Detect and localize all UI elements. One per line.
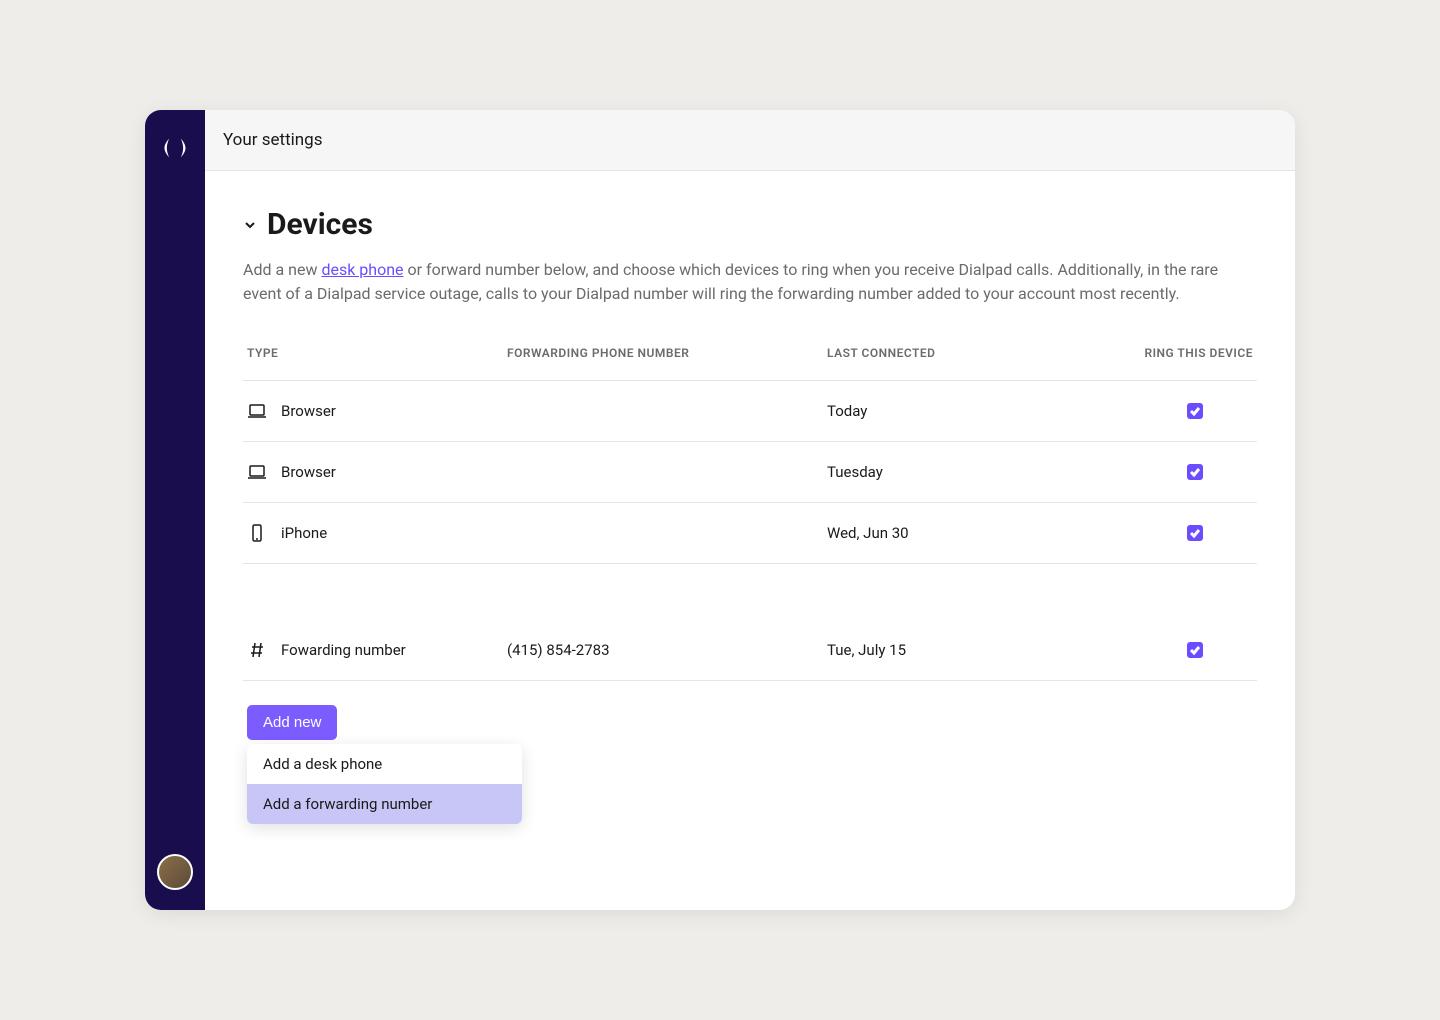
laptop-icon (247, 401, 267, 421)
sidebar (145, 110, 205, 910)
header-type: TYPE (247, 346, 507, 360)
type-cell: Browser (247, 401, 507, 421)
add-new-dropdown: Add a desk phoneAdd a forwarding number (247, 744, 522, 824)
table-row: Browser Tuesday (243, 442, 1257, 503)
ring-checkbox[interactable] (1187, 642, 1203, 658)
device-type-label: Browser (281, 463, 336, 481)
ring-cell (1092, 642, 1253, 658)
device-type-label: Browser (281, 402, 336, 420)
page-title: Your settings (223, 130, 1277, 150)
device-type-label: iPhone (281, 524, 327, 542)
last-connected: Tue, July 15 (827, 641, 1092, 659)
last-connected: Today (827, 402, 1092, 420)
ring-cell (1092, 403, 1253, 419)
ring-checkbox[interactable] (1187, 525, 1203, 541)
table-row: iPhone Wed, Jun 30 (243, 503, 1257, 564)
hash-icon (247, 640, 267, 660)
type-cell: Fowarding number (247, 640, 507, 660)
dropdown-item[interactable]: Add a forwarding number (247, 784, 522, 824)
section-header[interactable]: Devices (243, 207, 1257, 242)
logo-icon (161, 134, 189, 162)
type-cell: iPhone (247, 523, 507, 543)
chevron-down-icon (243, 218, 257, 232)
table-header: TYPE FORWARDING PHONE NUMBER LAST CONNEC… (243, 346, 1257, 381)
last-connected: Wed, Jun 30 (827, 524, 1092, 542)
devices-table: TYPE FORWARDING PHONE NUMBER LAST CONNEC… (243, 346, 1257, 681)
ring-checkbox[interactable] (1187, 403, 1203, 419)
description-text-before: Add a new (243, 260, 321, 279)
content-area: Devices Add a new desk phone or forward … (205, 171, 1295, 776)
phone-icon (247, 523, 267, 543)
type-cell: Browser (247, 462, 507, 482)
ring-cell (1092, 464, 1253, 480)
device-type-label: Fowarding number (281, 641, 406, 659)
add-new-button[interactable]: Add new (247, 705, 337, 740)
main-content: Your settings Devices Add a new desk pho… (205, 110, 1295, 910)
dropdown-item[interactable]: Add a desk phone (247, 744, 522, 784)
section-title: Devices (267, 207, 373, 242)
desk-phone-link[interactable]: desk phone (321, 260, 403, 279)
ring-checkbox[interactable] (1187, 464, 1203, 480)
avatar[interactable] (157, 854, 193, 890)
header-last-connected: LAST CONNECTED (827, 346, 1092, 360)
table-row: Fowarding number (415) 854-2783Tue, July … (243, 620, 1257, 681)
app-window: Your settings Devices Add a new desk pho… (145, 110, 1295, 910)
section-description: Add a new desk phone or forward number b… (243, 258, 1257, 306)
header-forwarding: FORWARDING PHONE NUMBER (507, 346, 827, 360)
header: Your settings (205, 110, 1295, 171)
last-connected: Tuesday (827, 463, 1092, 481)
header-ring: RING THIS DEVICE (1092, 346, 1253, 360)
ring-cell (1092, 525, 1253, 541)
table-row: Browser Today (243, 381, 1257, 442)
forwarding-number: (415) 854-2783 (507, 641, 827, 659)
laptop-icon (247, 462, 267, 482)
